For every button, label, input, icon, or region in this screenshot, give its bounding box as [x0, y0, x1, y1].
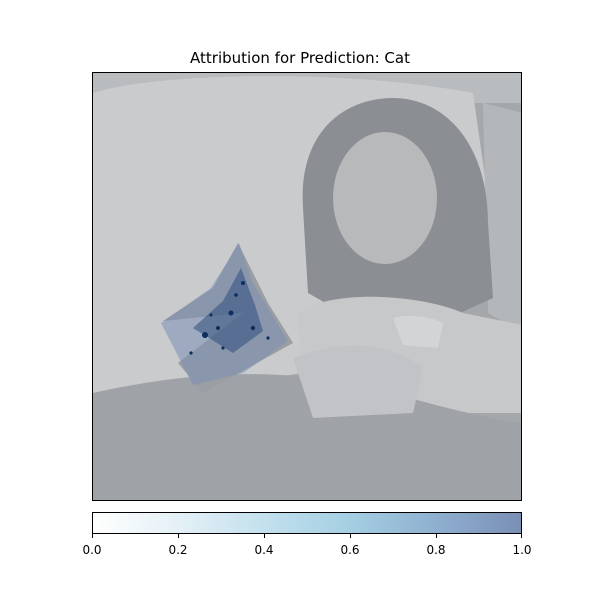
- colorbar-tick-label: 0.6: [340, 543, 360, 557]
- colorbar-tick: [436, 534, 437, 538]
- chart-title: Attribution for Prediction: Cat: [190, 49, 410, 67]
- colorbar-tick-label: 0.8: [426, 543, 446, 557]
- colorbar-tick-label: 0.4: [254, 543, 274, 557]
- face: [333, 132, 437, 264]
- colorbar-tick-label: 1.0: [512, 543, 532, 557]
- colorbar-tick-label: 0.2: [168, 543, 188, 557]
- cat-body: [293, 345, 423, 418]
- colorbar-tick: [92, 534, 93, 538]
- colorbar-tick: [350, 534, 351, 538]
- colorbar-axis: 0.0 0.2 0.4 0.6 0.8 1.0: [82, 534, 532, 564]
- attribution-image: [93, 73, 521, 500]
- colorbar-tick: [178, 534, 179, 538]
- colorbar-tick-label: 0.0: [82, 543, 102, 557]
- colorbar-tick: [521, 534, 522, 538]
- attribution-hotspot: [161, 243, 288, 385]
- heatmap-plot-area: [92, 72, 522, 501]
- hand: [393, 315, 443, 348]
- colorbar-tick: [264, 534, 265, 538]
- headboard: [483, 103, 521, 332]
- colorbar: [92, 512, 522, 534]
